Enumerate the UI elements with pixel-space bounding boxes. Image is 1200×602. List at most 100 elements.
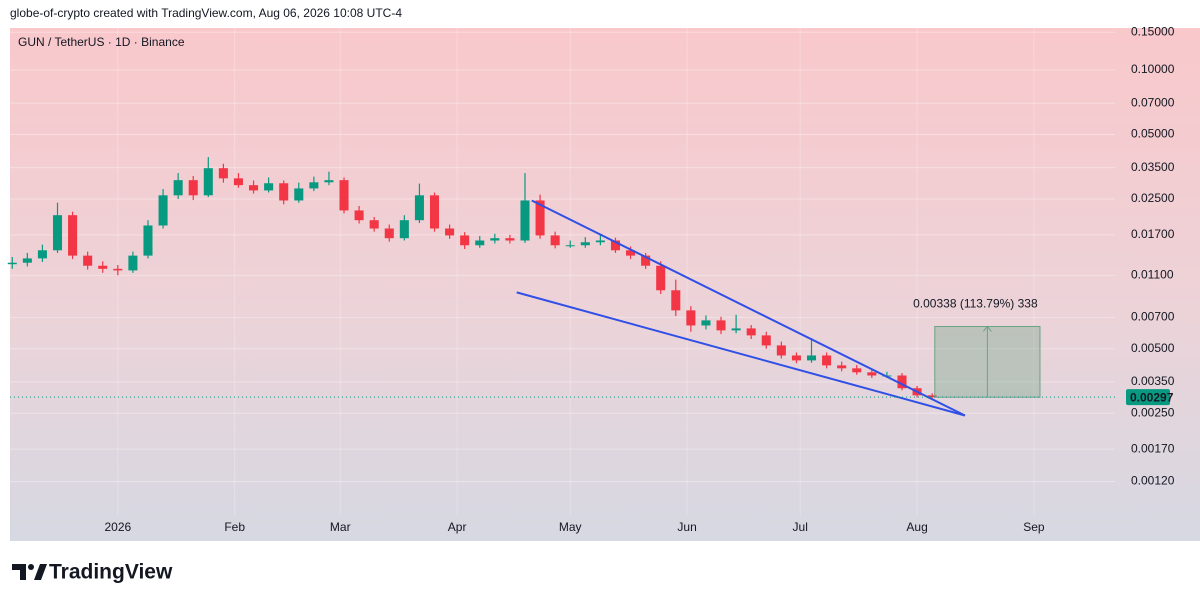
x-tick-label: Feb xyxy=(224,520,245,534)
candle xyxy=(52,202,63,253)
last-price-tag xyxy=(1126,389,1170,406)
candle xyxy=(218,163,228,183)
candle-body xyxy=(339,180,349,211)
candle xyxy=(490,233,500,244)
candle xyxy=(671,279,681,317)
y-tick-label: 0.10000 xyxy=(1131,62,1175,76)
candle-body xyxy=(837,365,847,369)
candle-body xyxy=(927,395,937,398)
candle xyxy=(776,341,786,359)
candle-body xyxy=(852,368,862,373)
candle-body xyxy=(294,188,304,201)
candle-body xyxy=(279,183,289,201)
candle xyxy=(294,182,304,203)
candle-body xyxy=(580,242,590,246)
candle xyxy=(143,220,153,259)
candle-body xyxy=(746,328,756,336)
logo-mark xyxy=(12,564,26,580)
candle xyxy=(852,364,862,375)
candle-body xyxy=(113,268,123,271)
candle-body xyxy=(716,320,726,331)
candle xyxy=(68,211,78,260)
y-tick-label: 0.01100 xyxy=(1131,268,1174,282)
candle xyxy=(505,234,515,244)
candle xyxy=(761,331,771,349)
measure-arrowhead xyxy=(982,325,992,332)
candle xyxy=(384,224,394,242)
candle xyxy=(324,171,334,186)
candle xyxy=(173,173,183,199)
candle xyxy=(867,369,877,379)
candle xyxy=(520,173,530,243)
candle-body xyxy=(98,265,108,269)
y-tick-label: 0.15000 xyxy=(1131,24,1175,38)
candle xyxy=(188,175,198,201)
candle-body xyxy=(595,240,605,243)
candle-body xyxy=(505,238,515,241)
candle-body xyxy=(22,258,32,263)
y-tick-label: 0.02500 xyxy=(1131,191,1175,205)
candle-body xyxy=(414,195,424,221)
candle-body xyxy=(173,180,183,196)
candle xyxy=(475,235,485,248)
y-tick-label: 0.00250 xyxy=(1131,405,1175,419)
candle-body xyxy=(731,328,741,331)
y-tick-label: 0.00120 xyxy=(1131,474,1175,488)
candle-body xyxy=(535,200,545,236)
candle-body xyxy=(791,355,801,361)
candle-body xyxy=(52,215,63,251)
candle-body xyxy=(686,310,696,326)
candle xyxy=(595,234,605,246)
candle-body xyxy=(867,372,877,376)
x-tick-label: 2026 xyxy=(104,520,131,534)
measure-label: 0.00338 (113.79%) 338 xyxy=(913,297,1038,311)
candle xyxy=(791,352,801,364)
plot-background xyxy=(10,28,1200,541)
trendline xyxy=(516,291,966,417)
candle xyxy=(656,261,666,295)
candle xyxy=(399,215,409,241)
candle-body xyxy=(806,355,817,361)
candle xyxy=(339,177,349,214)
candle xyxy=(309,176,319,192)
candle xyxy=(37,244,47,262)
candle-body xyxy=(233,178,243,186)
candle-body xyxy=(520,200,530,241)
candle xyxy=(203,157,213,198)
candle xyxy=(158,189,168,229)
candle-body xyxy=(701,320,711,326)
candle-body xyxy=(309,182,319,189)
y-tick-label: 0.03500 xyxy=(1131,160,1175,174)
candle-body xyxy=(188,180,198,196)
y-tick-label: 0.00500 xyxy=(1131,341,1175,355)
chart-title: GUN / TetherUS · 1D · Binance xyxy=(18,35,185,49)
candle xyxy=(369,216,379,232)
x-tick-label: May xyxy=(559,520,582,534)
candle-body xyxy=(203,168,213,196)
candle xyxy=(22,252,32,267)
candle xyxy=(233,173,243,188)
candle-body xyxy=(384,228,394,239)
candle-body xyxy=(761,335,771,346)
candle-body xyxy=(776,345,786,356)
candle-body xyxy=(490,238,500,241)
trendline xyxy=(531,199,966,417)
candle-body xyxy=(897,375,907,389)
candle xyxy=(565,240,575,248)
candle-body xyxy=(399,220,409,239)
candle-body xyxy=(324,180,334,183)
candle xyxy=(746,325,756,340)
candle-body xyxy=(475,240,485,246)
candle xyxy=(354,205,364,224)
candle xyxy=(264,177,274,193)
candle xyxy=(550,231,560,249)
candle-body xyxy=(626,250,636,256)
candle-body xyxy=(565,245,575,247)
candle xyxy=(701,315,711,330)
candle-body xyxy=(37,250,47,259)
x-tick-label: Mar xyxy=(330,520,351,534)
candle xyxy=(610,237,620,253)
candle xyxy=(535,194,545,239)
candle xyxy=(128,251,138,273)
logo-mark xyxy=(34,564,47,580)
